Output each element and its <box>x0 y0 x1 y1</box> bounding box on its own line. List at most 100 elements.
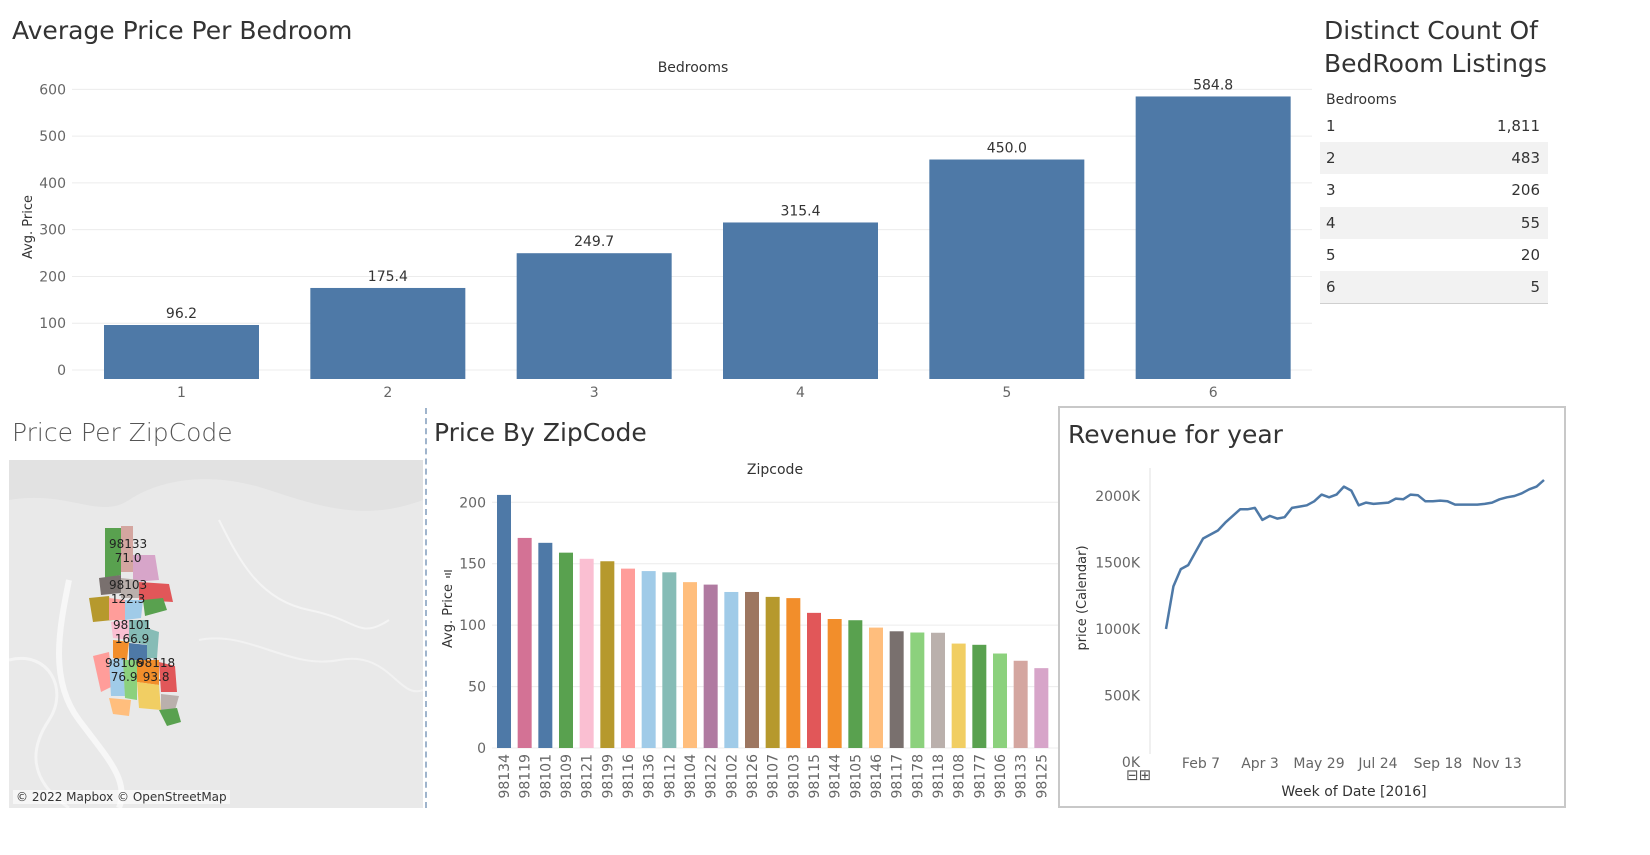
y-tick-label: 1000K <box>1095 622 1141 638</box>
zip-label: 98118 93.8 <box>137 656 175 684</box>
row-value: 55 <box>1520 213 1540 232</box>
bar-value-label: 584.8 <box>1193 77 1233 93</box>
panel-title: Average Price Per Bedroom <box>12 16 353 45</box>
bar[interactable] <box>931 632 945 748</box>
y-tick-label: 200 <box>459 495 486 511</box>
bar[interactable] <box>807 612 821 748</box>
row-key: 6 <box>1326 278 1336 296</box>
table-row[interactable]: 1 1,811 <box>1320 110 1548 142</box>
x-tick-label: 98112 <box>662 754 678 799</box>
x-tick-label: 98177 <box>972 754 988 799</box>
x-tick-label: Nov 13 <box>1472 756 1522 772</box>
zipcode-bar-chart: Zipcode Avg. Price 0 50 100 150 200 98134 9811… <box>441 462 1058 799</box>
bar[interactable] <box>516 253 672 379</box>
x-tick-label: 1 <box>177 385 186 401</box>
price-per-zipcode-map-panel: Price Per ZipCode <box>0 408 425 808</box>
bar[interactable] <box>869 627 883 748</box>
map-coast <box>56 579 125 808</box>
bar[interactable] <box>1135 96 1291 380</box>
bar[interactable] <box>1013 660 1028 748</box>
table-row[interactable]: 3 206 <box>1320 174 1548 207</box>
y-tick-label: 0 <box>57 363 66 379</box>
bar[interactable] <box>786 598 801 748</box>
x-tick-label: 98118 <box>931 754 947 799</box>
bar[interactable] <box>683 582 697 748</box>
x-tick-label: Feb 7 <box>1182 756 1220 772</box>
y-tick-label: 0K <box>1122 755 1141 771</box>
x-tick-label: 98101 <box>538 754 554 799</box>
x-tick-label: 4 <box>796 385 805 401</box>
x-tick-label: 3 <box>590 385 599 401</box>
zip-polygons[interactable] <box>89 526 181 726</box>
bar[interactable] <box>621 568 635 748</box>
map-river <box>198 637 423 693</box>
bar[interactable] <box>600 561 615 748</box>
bar[interactable] <box>929 159 1085 379</box>
y-axis-title: Avg. Price <box>21 195 36 259</box>
map-canvas[interactable]: 98133 71.0 98103 122.3 98101 166.9 98106 76.9 98… <box>9 460 423 808</box>
panel-title: Price Per ZipCode <box>12 418 233 447</box>
y-tick-label: 0 <box>477 741 486 757</box>
map-land-texture <box>9 460 423 511</box>
zip-price: 166.9 <box>114 632 150 646</box>
bar[interactable] <box>1034 668 1049 748</box>
row-key: 2 <box>1326 149 1336 168</box>
table-row[interactable]: 2 483 <box>1320 142 1548 175</box>
x-tick-label: Apr 3 <box>1241 756 1279 772</box>
revenue-line[interactable] <box>1164 479 1545 630</box>
y-tick-label: 1500K <box>1095 555 1141 571</box>
bar[interactable] <box>662 572 677 748</box>
table-body: 1 1,811 2 483 3 206 4 55 5 20 6 5 <box>1320 110 1548 303</box>
bar[interactable] <box>497 494 511 748</box>
bar[interactable] <box>703 584 718 748</box>
y-tick-label: 500 <box>39 129 66 145</box>
bar[interactable] <box>765 596 780 748</box>
zip-label: 98101 166.9 <box>113 618 151 646</box>
bar-value-label: 175.4 <box>368 269 408 285</box>
x-axis-title: Bedrooms <box>658 60 729 76</box>
bar[interactable] <box>104 325 259 379</box>
bar[interactable] <box>910 632 925 748</box>
bar[interactable] <box>724 591 739 748</box>
row-key: 3 <box>1326 181 1336 200</box>
bar[interactable] <box>641 571 656 748</box>
bar[interactable] <box>559 552 573 748</box>
row-key: 4 <box>1326 213 1336 232</box>
bar[interactable] <box>972 644 987 748</box>
x-tick-label: 98115 <box>807 754 823 799</box>
y-tick-label: 400 <box>39 176 66 192</box>
row-key: 5 <box>1326 245 1336 264</box>
bar[interactable] <box>993 653 1007 748</box>
x-tick-label: 98104 <box>683 754 699 799</box>
bedroom-bar-chart: Bedrooms Avg. Price 0 100 200 300 400 500 600 9… <box>21 60 1312 401</box>
x-tick-label: 98102 <box>724 754 740 799</box>
bar[interactable] <box>310 287 466 379</box>
bar-value-label: 249.7 <box>574 234 614 250</box>
zip-code: 98118 <box>137 656 176 670</box>
bar[interactable] <box>889 631 904 748</box>
bar[interactable] <box>848 620 863 748</box>
bar[interactable] <box>723 222 878 379</box>
table-row[interactable]: 4 55 <box>1320 206 1548 239</box>
x-tick-label: 6 <box>1209 385 1218 401</box>
x-tick-label: Jul 24 <box>1357 756 1397 772</box>
table-title-line2: BedRoom Listings <box>1324 49 1547 78</box>
x-axis-title: Zipcode <box>747 462 803 478</box>
x-tick-label: 98105 <box>848 754 864 799</box>
zoom-toggle-buttons[interactable]: ⊟⊞ <box>1126 766 1152 784</box>
bar[interactable] <box>827 619 842 748</box>
map-attribution: © 2022 Mapbox © OpenStreetMap <box>13 790 230 804</box>
sort-icon[interactable] <box>444 570 452 578</box>
row-value: 5 <box>1530 278 1540 296</box>
bar[interactable] <box>517 537 532 748</box>
x-tick-label: 98134 <box>497 754 513 799</box>
table-row[interactable]: 5 20 <box>1320 238 1548 271</box>
bar[interactable] <box>745 591 759 748</box>
row-key: 1 <box>1326 117 1336 135</box>
bar[interactable] <box>579 558 594 748</box>
x-tick-label: 98199 <box>600 754 616 799</box>
row-value: 1,811 <box>1497 117 1540 135</box>
bar[interactable] <box>538 542 553 748</box>
bar[interactable] <box>951 643 966 748</box>
